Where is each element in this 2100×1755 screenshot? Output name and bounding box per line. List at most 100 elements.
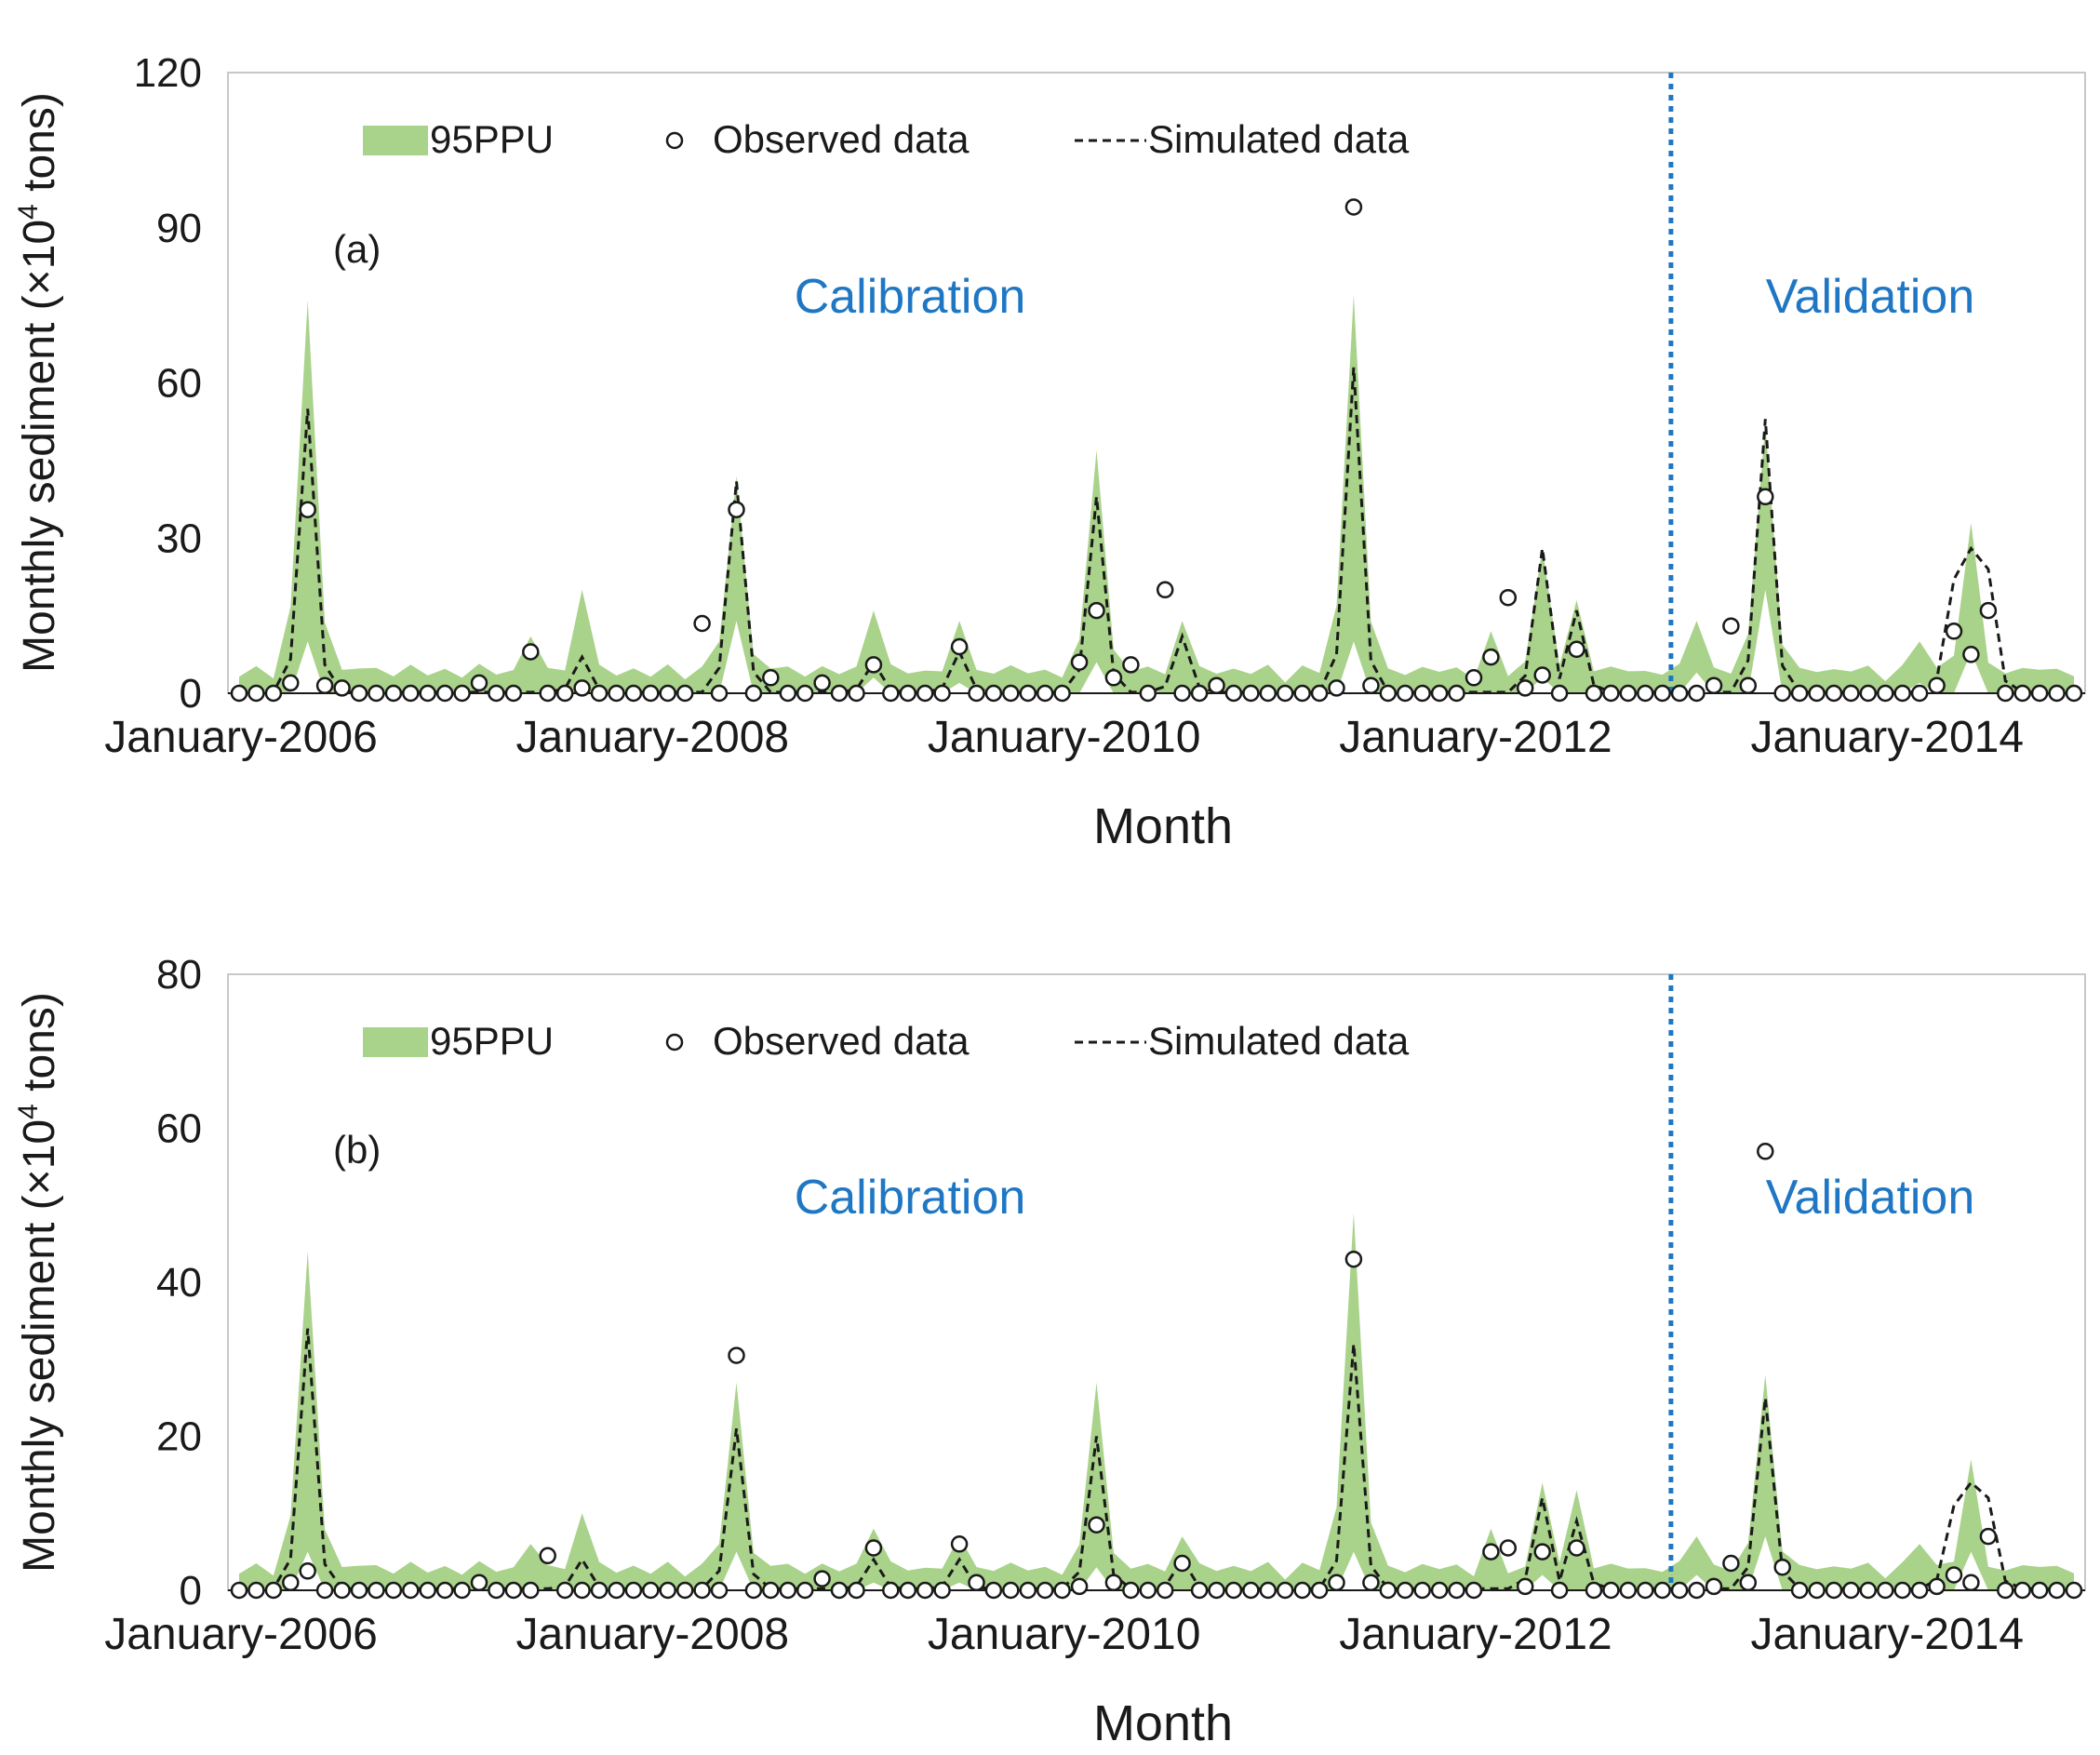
- observed-point: [488, 1581, 505, 1600]
- observed-point: [299, 501, 316, 518]
- observed-point: [2048, 1581, 2066, 1600]
- observed-point: [1002, 684, 1020, 703]
- observed-point: [968, 684, 985, 703]
- observed-point: [950, 1535, 969, 1553]
- observed-point: [470, 1574, 488, 1591]
- observed-point: [2065, 684, 2083, 703]
- observed-point: [1293, 684, 1311, 703]
- observed-point: [1877, 684, 1894, 703]
- observed-point: [333, 679, 351, 697]
- observed-point: [1859, 1581, 1878, 1600]
- observed-point: [1465, 669, 1483, 687]
- observed-point: [1019, 684, 1037, 703]
- observed-point: [1276, 684, 1294, 703]
- observed-point: [1997, 684, 2014, 703]
- observed-point: [402, 1581, 420, 1600]
- observed-point: [1979, 601, 1998, 620]
- observed-point: [1619, 1581, 1638, 1600]
- observed-point: [675, 1581, 694, 1600]
- observed-point: [1139, 1581, 1157, 1600]
- observed-point: [1104, 669, 1123, 687]
- observed-point: [813, 1570, 831, 1588]
- observed-point: [1259, 684, 1277, 703]
- observed-point: [522, 643, 540, 661]
- observed-point: [573, 1581, 591, 1600]
- observed-point: [1499, 1539, 1518, 1557]
- observed-point: [1448, 1581, 1465, 1600]
- observed-point: [864, 656, 883, 674]
- observed-point: [1482, 1543, 1500, 1561]
- x-tick-label: January-2014: [1751, 713, 2025, 762]
- observed-point: [1499, 588, 1518, 607]
- validation-label: Validation: [1766, 1171, 1975, 1225]
- observed-point: [1002, 1581, 1020, 1600]
- observed-point: [1602, 684, 1620, 703]
- legend: 95PPU Observed data Simulated data: [363, 1019, 1410, 1063]
- y-tick-label: 40: [156, 1260, 202, 1306]
- observed-point: [282, 1574, 300, 1591]
- y-axis-label-prefix: Monthly sediment (: [15, 295, 64, 673]
- observed-point: [899, 684, 917, 703]
- observed-point: [1928, 1577, 1946, 1596]
- observed-point: [1739, 677, 1758, 694]
- x-tick-label: January-2010: [928, 713, 1201, 762]
- observed-point: [608, 1581, 625, 1600]
- observed-point: [1190, 684, 1209, 703]
- calibration-label: Calibration: [795, 270, 1026, 324]
- observed-point: [1173, 684, 1191, 703]
- observed-point: [453, 684, 471, 703]
- legend-marker-observed: [665, 1033, 684, 1052]
- observed-point: [728, 501, 745, 518]
- observed-point: [350, 1581, 368, 1600]
- y-tick-label: 0: [180, 671, 202, 717]
- observed-point: [1670, 1581, 1689, 1600]
- observed-point: [384, 684, 403, 703]
- observed-point: [1413, 684, 1431, 703]
- observed-point: [848, 684, 865, 703]
- observed-point: [1585, 684, 1603, 703]
- observed-point: [1396, 684, 1414, 703]
- observed-point: [1430, 684, 1449, 703]
- y-tick-label: 80: [156, 952, 202, 998]
- observed-point: [2030, 1581, 2049, 1600]
- observed-point: [2048, 684, 2066, 703]
- observed-point: [1208, 677, 1225, 694]
- observed-point: [247, 1581, 265, 1600]
- observed-point: [1637, 684, 1654, 703]
- observed-point: [368, 1581, 385, 1600]
- y-axis-label-suffix: tons): [15, 92, 64, 204]
- y-axis-label-unit: ×10: [15, 1119, 64, 1195]
- y-tick-label: 30: [156, 516, 202, 561]
- x-tick-label: January-2012: [1339, 1610, 1612, 1659]
- observed-point: [1893, 684, 1911, 703]
- legend-label-95ppu: 95PPU: [430, 117, 554, 161]
- observed-point: [1053, 684, 1071, 703]
- observed-point: [1619, 684, 1638, 703]
- observed-point: [1242, 1581, 1260, 1600]
- observed-point: [899, 1581, 917, 1600]
- x-axis-label: Month: [1093, 798, 1233, 854]
- observed-point: [488, 684, 505, 703]
- observed-point: [1842, 684, 1860, 703]
- observed-point: [1379, 684, 1398, 703]
- observed-point: [1088, 1516, 1105, 1534]
- observed-point: [728, 1346, 745, 1364]
- panel-label: (b): [333, 1128, 381, 1172]
- observed-point: [1156, 581, 1174, 599]
- observed-point: [522, 1581, 540, 1600]
- observed-point: [1396, 1581, 1414, 1600]
- legend-swatch-95ppu: [363, 126, 428, 155]
- observed-point: [693, 614, 711, 633]
- observed-point: [1362, 677, 1380, 694]
- observed-point: [1070, 1577, 1089, 1596]
- observed-point: [608, 684, 625, 703]
- x-tick-label: January-2014: [1751, 1610, 2025, 1659]
- observed-point: [1945, 623, 1963, 640]
- observed-point: [1413, 1581, 1431, 1600]
- observed-point: [624, 684, 643, 703]
- observed-point: [1928, 677, 1946, 694]
- observed-point: [539, 1547, 556, 1565]
- observed-point: [1842, 1581, 1860, 1600]
- observed-point: [968, 1574, 985, 1591]
